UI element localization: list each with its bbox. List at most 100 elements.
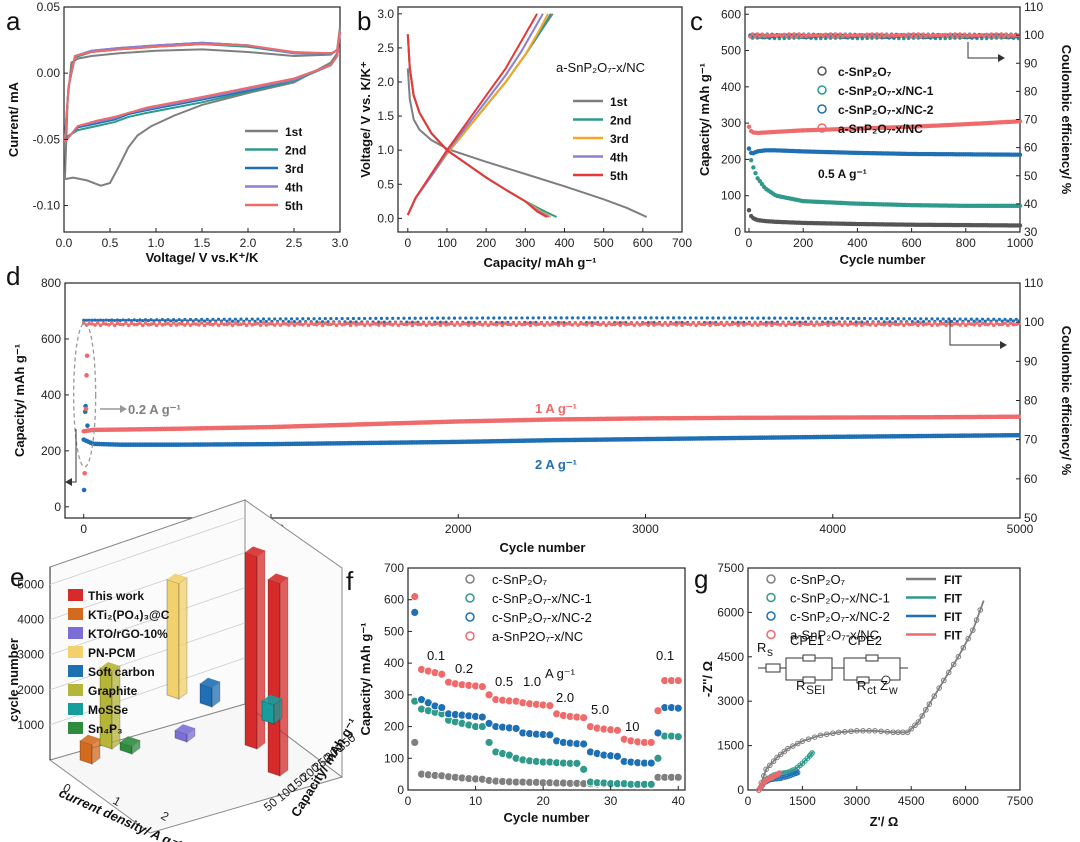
panel-d-ce-point: [452, 316, 457, 320]
panel-f-legend-label: c-SnP₂O₇-x/NC-1: [492, 591, 592, 606]
panel-e-legend-label: PN-PCM: [88, 646, 135, 660]
panel-g-cpe2: [865, 654, 879, 662]
panel-d-ce-point: [888, 323, 892, 328]
panel-d-ce-point: [180, 319, 184, 323]
panel-d-ce-point: [722, 316, 726, 320]
panel-e-bar-side: [279, 576, 289, 777]
panel-g-circuit-rsei-sub: SEI: [806, 683, 825, 697]
panel-c-capacity-point: [746, 208, 752, 213]
panel-d-ce-point: [554, 316, 558, 320]
panel-d-ce-point: [267, 317, 271, 321]
panel-c-xlabel: Cycle number: [840, 252, 926, 267]
panel-g-circuit-zw-sub: w: [888, 683, 898, 697]
panel-d-ce-point: [96, 318, 100, 322]
panel-d-ce-point: [576, 316, 580, 320]
panel-d-ce-point: [683, 316, 687, 320]
panel-d-ce-point: [368, 323, 373, 327]
panel-d-ce-point: [404, 322, 409, 327]
panel-g-point: [908, 725, 915, 732]
panel-c-capacity-point: [1017, 152, 1023, 157]
panel-e-z-tick-label: 1000: [17, 718, 44, 732]
panel-d-ce-point: [879, 316, 884, 321]
panel-d-ce-point: [323, 317, 327, 321]
panel-f-point: [545, 730, 555, 740]
panel-g-x-tick-label: 6000: [952, 794, 979, 808]
panel-d-ce-point: [525, 316, 530, 320]
panel-e-bar-top: [245, 546, 265, 557]
panel-d-y-tick-label: 200: [41, 444, 61, 458]
panel-d-ce-point: [104, 318, 108, 322]
panel-e-legend-label: This work: [88, 589, 144, 603]
panel-e-z-tick-label: 2000: [17, 683, 44, 697]
panel-d-ce-point: [638, 323, 642, 327]
panel-d-ce-point: [542, 323, 547, 328]
panel-d-ce-point: [334, 323, 339, 328]
panel-d-ce-point: [607, 321, 611, 326]
panel-c-y2-tick-label: 50: [1024, 169, 1038, 183]
panel-c-ce-point: [909, 34, 913, 39]
panel-a-series-1: [63, 26, 341, 187]
panel-c-legend-label: a-SnP₂O₇-x/NC: [838, 122, 923, 136]
panel-d-ce-point: [227, 321, 232, 325]
panel-g-point: [866, 728, 872, 734]
panel-d-ce-point: [708, 320, 712, 325]
panel-d-y2-tick-label: 110: [1024, 276, 1043, 290]
panel-d-ce-point: [1000, 322, 1005, 327]
panel-d-ce-point: [590, 323, 594, 328]
panel-d-ce-point: [132, 318, 136, 322]
panel-d-ce-point: [534, 322, 538, 327]
panel-d-ce-point: [466, 320, 471, 324]
panel-d-ce-point: [556, 323, 561, 327]
panel-d-ce-point: [818, 316, 822, 320]
panel-d-ce-point: [517, 321, 521, 325]
panel-c-ce-point: [997, 34, 1001, 39]
panel-e-bar-front: [267, 578, 281, 777]
panel-g-point: [817, 732, 824, 739]
panel-c-y-tick-label: 600: [721, 7, 741, 21]
panel-g-circuit-rs: R: [757, 640, 766, 655]
panel-a-y-tick-label: 0.00: [37, 66, 61, 80]
panel-g-point: [936, 685, 942, 691]
panel-f-rate-label: 0.2: [455, 661, 473, 676]
panel-f-y-tick-label: 700: [384, 561, 404, 575]
panel-e-legend-label: Graphite: [88, 684, 138, 698]
panel-d-ce-point: [233, 317, 238, 321]
panel-d-ce-point: [245, 317, 249, 321]
panel-c-ce-point: [867, 34, 872, 39]
panel-b-letter: b: [357, 6, 371, 36]
panel-c-letter: c: [690, 6, 703, 36]
panel-d-ce-point: [326, 320, 330, 324]
panel-g-point: [794, 769, 801, 776]
panel-d-ce-point: [913, 321, 917, 326]
panel-d-ce-point: [138, 321, 142, 326]
panel-d-ce-point: [944, 319, 948, 324]
panel-d-ce-point: [435, 321, 440, 326]
panel-d-ce-point: [362, 323, 367, 327]
panel-d-ce-point: [862, 321, 867, 326]
panel-d-ce-point: [143, 321, 148, 325]
panel-d-ce-point: [899, 321, 903, 325]
panel-d-ce-point: [882, 320, 886, 324]
panel-d-ce-point: [365, 321, 370, 325]
panel-d-ce-point: [969, 317, 973, 321]
panel-d-ce-point: [346, 316, 350, 321]
panel-f-point: [613, 751, 622, 761]
panel-d-ce-point: [101, 321, 106, 326]
panel-e-bar-front: [166, 578, 180, 700]
panel-d-ce-point: [941, 321, 946, 326]
panel-d-ce-point: [371, 321, 375, 326]
panel-f-point: [410, 608, 420, 617]
panel-d-ce-point: [379, 321, 384, 325]
panel-g-point: [790, 743, 796, 749]
panel-g-resistor-rs: [765, 663, 781, 673]
panel-c-ce-point: [755, 32, 760, 36]
panel-b-x-tick-label: 700: [672, 236, 692, 250]
panel-d-ce-point: [851, 316, 855, 321]
panel-d-ce-point: [329, 317, 333, 321]
panel-d-ce-point: [486, 323, 490, 328]
panel-d-ce-point: [958, 323, 962, 327]
panel-g-fit-label: FIT: [944, 573, 963, 587]
panel-d-initial-point: [82, 470, 87, 476]
panel-d-ce-point: [809, 321, 814, 326]
panel-c-ce-point: [882, 34, 887, 39]
